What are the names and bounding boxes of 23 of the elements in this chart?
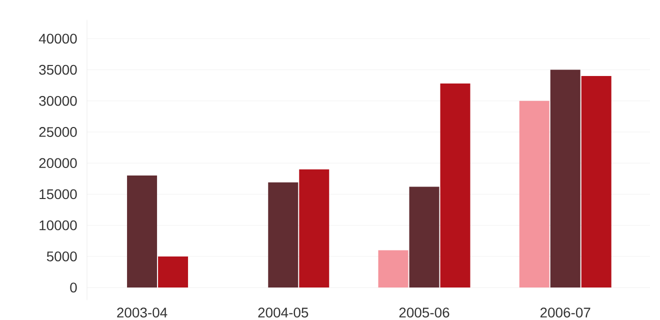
bar <box>550 70 580 288</box>
y-tick-label: 0 <box>70 282 77 292</box>
y-tick-label: 5000 <box>46 251 77 262</box>
y-tick-label: 20000 <box>39 158 77 168</box>
x-tick-label: 2006-07 <box>540 308 590 318</box>
y-tick-label: 25000 <box>39 127 77 137</box>
y-tick-label: 30000 <box>39 96 77 106</box>
bar <box>378 250 408 288</box>
y-tick-label: 10000 <box>40 220 77 230</box>
y-tick-label: 15000 <box>40 189 77 200</box>
bar <box>581 76 612 288</box>
bar <box>127 176 158 288</box>
y-tick-label: 40000 <box>38 34 77 44</box>
bar <box>299 169 330 288</box>
bar <box>440 83 470 288</box>
x-tick-label: 2005-06 <box>399 308 450 318</box>
bar <box>519 100 550 288</box>
bar <box>409 186 440 288</box>
bar <box>158 256 188 288</box>
x-tick-label: 2004-05 <box>258 308 308 318</box>
y-tick-label: 35000 <box>39 64 77 75</box>
x-tick-label: 2003-04 <box>117 308 168 318</box>
bar <box>268 182 298 288</box>
